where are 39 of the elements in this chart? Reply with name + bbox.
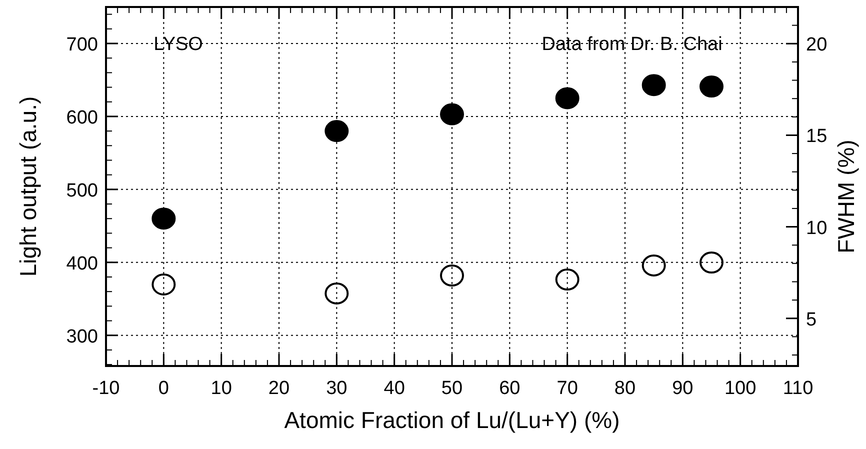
x-tick-label: 80 xyxy=(614,378,636,399)
x-tick-label: 100 xyxy=(724,378,756,399)
point xyxy=(642,254,666,276)
point xyxy=(700,252,724,274)
y-tick-label: 700 xyxy=(66,34,98,56)
x-tick-label: 90 xyxy=(672,378,694,399)
x-tick-label: 50 xyxy=(441,378,463,399)
x-tick-label: 60 xyxy=(499,378,520,399)
x-tick-label: 30 xyxy=(326,378,348,399)
point xyxy=(324,282,349,304)
x-tick-label: 40 xyxy=(384,378,405,399)
y-tick-label: 500 xyxy=(66,180,98,202)
y-tick-label: 400 xyxy=(66,253,98,274)
point xyxy=(440,103,464,126)
point xyxy=(555,268,580,291)
annotation: LYSO xyxy=(154,34,203,55)
y2-tick-label: 15 xyxy=(806,126,828,148)
point xyxy=(555,87,580,110)
y2-axis-title: FWHM (%) xyxy=(833,140,859,254)
y2-tick-label: 5 xyxy=(806,309,817,330)
point xyxy=(324,120,349,142)
y-tick-label: 600 xyxy=(66,107,98,128)
y2-tick-label: 20 xyxy=(806,34,828,56)
x-tick-label: -10 xyxy=(92,378,120,399)
x-tick-label: 20 xyxy=(268,378,290,399)
x-tick-label: 0 xyxy=(158,378,169,399)
y-tick-label: 300 xyxy=(66,326,98,348)
y-axis-title: Light output (a.u.) xyxy=(15,96,41,277)
x-axis-title: Atomic Fraction of Lu/(Lu+Y) (%) xyxy=(284,407,620,433)
x-tick-label: 10 xyxy=(210,378,232,399)
point xyxy=(152,273,176,296)
point xyxy=(152,208,176,230)
x-tick-label: 70 xyxy=(556,378,578,399)
point xyxy=(642,74,666,96)
point xyxy=(440,264,464,287)
annotation: Data from Dr. B. Chai xyxy=(542,34,722,55)
x-tick-label: 110 xyxy=(782,378,814,399)
y2-tick-label: 10 xyxy=(806,218,828,239)
point xyxy=(700,76,724,98)
